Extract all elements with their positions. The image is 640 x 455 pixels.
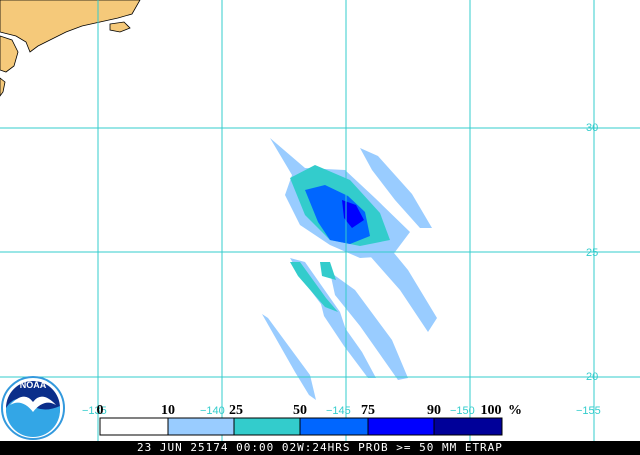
legend-ticks: 0 10 25 50 75 90 100 % xyxy=(97,403,523,418)
legend-bin-90-100 xyxy=(433,417,503,436)
lon-label-150: −150 xyxy=(450,405,475,417)
logo-text: NOAA xyxy=(20,380,47,390)
swath-10-25-band-b xyxy=(330,272,408,380)
legend: 0 10 25 50 75 90 100 % xyxy=(97,403,523,436)
swath-10-25-thin-line xyxy=(262,314,316,400)
swath-25-50-band xyxy=(290,262,338,312)
legend-colorbar xyxy=(99,417,503,436)
swath-75-90-core xyxy=(342,200,364,228)
lon-label-145: −145 xyxy=(326,405,351,417)
land-japan-main xyxy=(0,0,141,53)
swath-50-75-core xyxy=(305,185,370,244)
legend-tick-50: 50 xyxy=(293,403,307,418)
legend-tick-10: 10 xyxy=(161,403,175,418)
lat-lon-grid xyxy=(0,0,640,441)
swath-10-25-band-c xyxy=(320,300,376,378)
land-masses xyxy=(0,0,141,97)
lat-label-25: 25 xyxy=(586,247,598,259)
noaa-logo: NOAA xyxy=(1,376,65,440)
lon-label-140: −140 xyxy=(200,405,225,417)
lon-label-155: −155 xyxy=(576,405,601,417)
legend-tick-0: 0 xyxy=(97,403,104,418)
probability-swaths xyxy=(262,138,437,400)
legend-bin-50-75 xyxy=(299,417,369,436)
footer-caption: 23 JUN 25174 00:00 02W:24HRS PROB >= 50 … xyxy=(137,441,503,454)
legend-unit: % xyxy=(508,403,522,418)
legend-bin-75-90 xyxy=(367,417,435,436)
land-west-islands xyxy=(0,77,6,97)
legend-bin-0-10 xyxy=(99,417,169,436)
land-kyushu xyxy=(0,35,19,73)
legend-tick-25: 25 xyxy=(229,403,243,418)
legend-tick-90: 90 xyxy=(427,403,441,418)
legend-bin-10-25 xyxy=(167,417,235,436)
lon-label-135: −135 xyxy=(82,405,107,417)
grid-labels: 30 25 20 −135 −140 −145 −150 −155 xyxy=(82,122,601,417)
swath-25-50-small xyxy=(320,262,336,280)
legend-bin-25-50 xyxy=(233,417,301,436)
logo-gull xyxy=(10,396,56,412)
legend-tick-100: 100 xyxy=(481,403,502,418)
swath-10-25-northeast xyxy=(360,148,432,228)
legend-tick-75: 75 xyxy=(361,403,375,418)
footer-bar xyxy=(0,441,640,455)
land-islands-east xyxy=(109,21,131,33)
logo-wave xyxy=(6,398,60,437)
lat-label-20: 20 xyxy=(586,371,598,383)
lat-label-30: 30 xyxy=(586,122,598,134)
